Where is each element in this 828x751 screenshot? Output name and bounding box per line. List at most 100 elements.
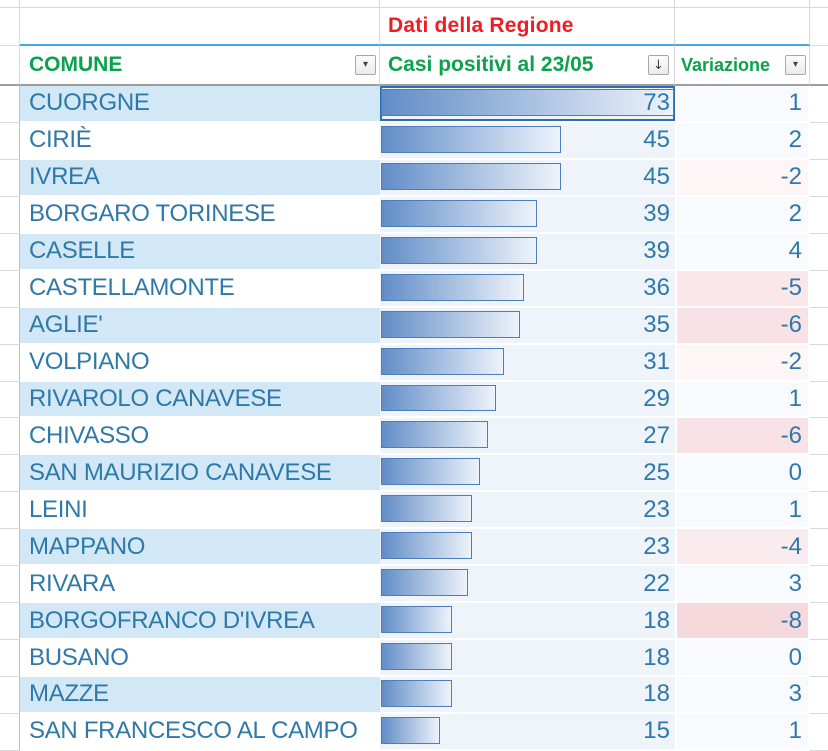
comune-name: IVREA <box>29 163 100 191</box>
data-bar <box>381 89 674 116</box>
title-cell[interactable]: Dati della Regione <box>380 8 675 46</box>
variazione-cell[interactable]: 3 <box>675 677 810 714</box>
comune-cell[interactable]: CIRIÈ <box>20 122 380 160</box>
variazione-cell[interactable]: 0 <box>675 640 810 677</box>
comune-cell[interactable]: MAZZE <box>20 677 380 714</box>
casi-cell[interactable]: 35 <box>380 307 675 345</box>
variazione-cell[interactable]: 1 <box>675 713 810 751</box>
sort-descending-filter-icon[interactable]: ↓ <box>648 55 669 75</box>
data-bar <box>381 199 537 227</box>
empty-title-cell[interactable] <box>675 8 810 46</box>
comune-cell[interactable]: IVREA <box>20 159 380 197</box>
column-header-comune[interactable]: COMUNE ▾ <box>20 46 380 86</box>
variazione-cell[interactable]: -5 <box>675 270 810 308</box>
grid-cell <box>0 0 20 8</box>
comune-name: AGLIE' <box>29 311 103 339</box>
variazione-value: -2 <box>780 163 802 191</box>
column-header-casi[interactable]: Casi positivi al 23/05 ↓ <box>380 46 675 86</box>
variazione-cell[interactable]: 1 <box>675 381 810 419</box>
comune-cell[interactable]: LEINI <box>20 492 380 530</box>
table-row: BORGARO TORINESE 39 2 <box>0 196 828 234</box>
variazione-cell[interactable]: 1 <box>675 86 810 123</box>
casi-cell[interactable]: 31 <box>380 344 675 382</box>
grid-cell <box>810 86 828 123</box>
casi-cell[interactable]: 39 <box>380 196 675 234</box>
variazione-cell[interactable]: -6 <box>675 307 810 345</box>
comune-name: VOLPIANO <box>29 348 150 376</box>
grid-cell <box>810 196 828 234</box>
comune-cell[interactable]: CASELLE <box>20 233 380 271</box>
data-bar <box>381 569 468 597</box>
casi-value: 23 <box>643 495 670 523</box>
title-row: Dati della Regione <box>0 8 828 46</box>
comune-cell[interactable]: AGLIE' <box>20 307 380 345</box>
data-bar <box>381 273 525 301</box>
variazione-cell[interactable]: -4 <box>675 529 810 567</box>
casi-cell[interactable]: 22 <box>380 566 675 604</box>
comune-cell[interactable]: CUORGNE <box>20 86 380 123</box>
comune-cell[interactable]: BUSANO <box>20 640 380 677</box>
casi-cell[interactable]: 45 <box>380 122 675 160</box>
comune-cell[interactable]: CHIVASSO <box>20 418 380 456</box>
grid-cell <box>0 603 20 641</box>
casi-cell[interactable]: 29 <box>380 381 675 419</box>
grid-cell <box>0 8 20 46</box>
grid-cell <box>0 381 20 419</box>
comune-cell[interactable]: SAN FRANCESCO AL CAMPO <box>20 713 380 751</box>
variazione-cell[interactable]: -2 <box>675 344 810 382</box>
casi-cell[interactable]: 73 <box>380 86 675 123</box>
data-bar <box>381 162 561 190</box>
comune-cell[interactable]: CASTELLAMONTE <box>20 270 380 308</box>
casi-cell[interactable]: 39 <box>380 233 675 271</box>
casi-value: 18 <box>643 680 670 708</box>
table-row: IVREA 45 -2 <box>0 159 828 197</box>
casi-value: 73 <box>643 89 670 117</box>
comune-cell[interactable]: BORGOFRANCO D'IVREA <box>20 603 380 641</box>
variazione-cell[interactable]: 1 <box>675 492 810 530</box>
casi-cell[interactable]: 25 <box>380 455 675 493</box>
empty-title-cell[interactable] <box>20 8 380 46</box>
comune-cell[interactable]: VOLPIANO <box>20 344 380 382</box>
casi-cell[interactable]: 27 <box>380 418 675 456</box>
comune-cell[interactable]: MAPPANO <box>20 529 380 567</box>
column-header-variazione[interactable]: Variazione ▾ <box>675 46 810 86</box>
casi-cell[interactable]: 23 <box>380 492 675 530</box>
casi-value: 23 <box>643 532 670 560</box>
table-row: CUORGNE 73 1 <box>0 86 828 123</box>
table-row: SAN FRANCESCO AL CAMPO 15 1 <box>0 713 828 751</box>
data-bar <box>381 606 452 634</box>
variazione-cell[interactable]: 2 <box>675 196 810 234</box>
grid-cell <box>810 344 828 382</box>
comune-cell[interactable]: RIVAROLO CANAVESE <box>20 381 380 419</box>
table-row: RIVARA 22 3 <box>0 566 828 604</box>
data-bar <box>381 421 489 449</box>
variazione-value: -5 <box>780 274 802 302</box>
variazione-value: -2 <box>780 348 802 376</box>
variazione-cell[interactable]: 2 <box>675 122 810 160</box>
comune-cell[interactable]: BORGARO TORINESE <box>20 196 380 234</box>
grid-cell <box>0 122 20 160</box>
variazione-cell[interactable]: -6 <box>675 418 810 456</box>
variazione-cell[interactable]: 0 <box>675 455 810 493</box>
casi-cell[interactable]: 15 <box>380 713 675 751</box>
filter-dropdown-icon[interactable]: ▾ <box>785 55 806 75</box>
comune-cell[interactable]: SAN MAURIZIO CANAVESE <box>20 455 380 493</box>
grid-cell <box>810 713 828 751</box>
grid-cell <box>810 455 828 493</box>
variazione-cell[interactable]: 3 <box>675 566 810 604</box>
variazione-value: 1 <box>788 495 802 523</box>
casi-cell[interactable]: 18 <box>380 677 675 714</box>
casi-cell[interactable]: 23 <box>380 529 675 567</box>
casi-cell[interactable]: 18 <box>380 603 675 641</box>
variazione-cell[interactable]: -2 <box>675 159 810 197</box>
table-row: CASELLE 39 4 <box>0 233 828 271</box>
variazione-cell[interactable]: -8 <box>675 603 810 641</box>
casi-value: 18 <box>643 643 670 671</box>
grid-cell <box>810 46 828 86</box>
casi-cell[interactable]: 45 <box>380 159 675 197</box>
comune-cell[interactable]: RIVARA <box>20 566 380 604</box>
casi-cell[interactable]: 18 <box>380 640 675 677</box>
casi-cell[interactable]: 36 <box>380 270 675 308</box>
variazione-cell[interactable]: 4 <box>675 233 810 271</box>
filter-dropdown-icon[interactable]: ▾ <box>355 55 376 75</box>
